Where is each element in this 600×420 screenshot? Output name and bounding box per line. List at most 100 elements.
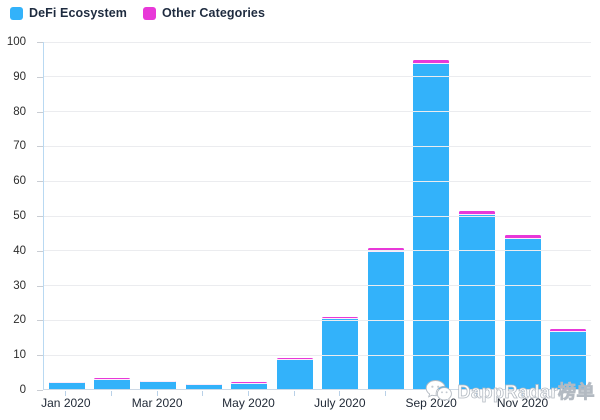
x-tick-6 bbox=[339, 391, 341, 396]
y-tick-90 bbox=[37, 76, 43, 78]
bar-segment-other-categories[interactable] bbox=[139, 381, 176, 383]
bar-segment-other-categories[interactable] bbox=[504, 235, 541, 240]
y-tick-label-30: 30 bbox=[13, 279, 26, 292]
y-tick-label-0: 0 bbox=[19, 384, 26, 396]
x-tick-slot bbox=[317, 391, 363, 396]
legend-label-other: Other Categories bbox=[161, 6, 266, 20]
bar-oct-2020[interactable] bbox=[458, 210, 495, 389]
x-tick-10 bbox=[522, 391, 524, 396]
x-tick-slot bbox=[134, 391, 180, 396]
x-tick-4 bbox=[248, 391, 250, 396]
bar-july-2020[interactable] bbox=[322, 317, 359, 389]
bar-slot-nov-2020 bbox=[500, 42, 546, 389]
bar-jan-2020[interactable] bbox=[48, 382, 85, 389]
legend-item-defi[interactable]: DeFi Ecosystem bbox=[10, 6, 127, 20]
bar-slot-may-2020 bbox=[226, 42, 272, 389]
y-tick-label-70: 70 bbox=[13, 140, 26, 153]
bar-segment-other-categories[interactable] bbox=[94, 377, 131, 380]
y-tick-label-80: 80 bbox=[13, 105, 26, 118]
bar-nov-2020[interactable] bbox=[504, 235, 541, 389]
x-tick-slot bbox=[271, 391, 317, 396]
bar-apr-2020[interactable] bbox=[185, 384, 222, 389]
bar-slot-jan-2020 bbox=[44, 42, 90, 389]
x-tick-slot bbox=[363, 391, 409, 396]
bar-feb-2020[interactable] bbox=[94, 377, 131, 389]
bar-dec-2020[interactable] bbox=[550, 328, 587, 389]
y-tick-label-40: 40 bbox=[13, 244, 26, 257]
bar-segment-defi-ecosystem[interactable] bbox=[458, 215, 495, 389]
bar-slot-dec-2020 bbox=[545, 42, 591, 389]
x-tick-slot bbox=[226, 391, 272, 396]
x-tick-11 bbox=[567, 391, 569, 396]
gridline-y-20 bbox=[44, 319, 591, 321]
bar-segment-other-categories[interactable] bbox=[322, 317, 359, 320]
bar-segment-defi-ecosystem[interactable] bbox=[322, 319, 359, 389]
y-tick-label-50: 50 bbox=[13, 210, 26, 222]
bar-segment-other-categories[interactable] bbox=[458, 210, 495, 215]
defi-legend-swatch bbox=[10, 6, 23, 20]
y-axis: 0 10 20 30 40 50 60 70 80 90 100 bbox=[0, 36, 36, 396]
gridline-y-70 bbox=[44, 145, 591, 147]
x-tick-label-sep-2020: Sep 2020 bbox=[405, 396, 457, 410]
bar-segment-other-categories[interactable] bbox=[550, 328, 587, 332]
gridline-y-30 bbox=[44, 285, 591, 287]
bar-slot-feb-2020 bbox=[90, 42, 136, 389]
bar-segment-defi-ecosystem[interactable] bbox=[94, 379, 131, 389]
bar-mar-2020[interactable] bbox=[139, 381, 176, 389]
bar-aug-2020[interactable] bbox=[367, 248, 404, 389]
gridline-y-50 bbox=[44, 215, 591, 217]
x-tick-5 bbox=[293, 391, 295, 396]
bar-segment-defi-ecosystem[interactable] bbox=[48, 383, 85, 389]
bar-segment-other-categories[interactable] bbox=[231, 381, 268, 385]
x-tick-slot bbox=[454, 391, 500, 396]
y-tick-label-20: 20 bbox=[13, 314, 26, 327]
legend-item-other[interactable]: Other Categories bbox=[142, 6, 266, 20]
bar-segment-other-categories[interactable] bbox=[185, 384, 222, 386]
x-tick-slot bbox=[89, 391, 135, 396]
bar-slot-apr-2020 bbox=[181, 42, 227, 389]
x-tick-1 bbox=[111, 391, 112, 396]
bar-sep-2020[interactable] bbox=[413, 60, 450, 389]
gridline-y-100 bbox=[44, 41, 591, 43]
y-tick-30 bbox=[37, 285, 43, 287]
gridline-y-60 bbox=[44, 180, 591, 182]
bar-slot-mar-2020 bbox=[135, 42, 181, 389]
x-tick-9 bbox=[476, 391, 478, 396]
y-tick-10 bbox=[37, 355, 43, 357]
x-tick-slot bbox=[500, 391, 546, 396]
plot-area bbox=[37, 41, 591, 391]
x-tick-label-mar-2020: Mar 2020 bbox=[131, 396, 183, 410]
y-tick-0 bbox=[37, 390, 43, 391]
y-tick-80 bbox=[37, 111, 43, 113]
bar-segment-defi-ecosystem[interactable] bbox=[231, 384, 268, 389]
bar-segment-other-categories[interactable] bbox=[48, 382, 85, 384]
gridline-y-10 bbox=[44, 354, 591, 356]
bar-segment-other-categories[interactable] bbox=[276, 358, 313, 361]
bar-segment-other-categories[interactable] bbox=[367, 248, 404, 252]
x-axis-ticks bbox=[43, 391, 591, 396]
bar-segment-defi-ecosystem[interactable] bbox=[504, 239, 541, 389]
x-tick-slot bbox=[43, 391, 89, 396]
bar-slot-oct-2020 bbox=[454, 42, 500, 389]
y-tick-60 bbox=[37, 181, 43, 183]
y-tick-20 bbox=[37, 320, 43, 322]
bar-segment-defi-ecosystem[interactable] bbox=[413, 64, 450, 389]
x-tick-0 bbox=[65, 391, 67, 396]
bar-may-2020[interactable] bbox=[231, 381, 268, 389]
bar-segment-defi-ecosystem[interactable] bbox=[550, 331, 587, 389]
gridline-y-40 bbox=[44, 250, 591, 252]
bar-segment-defi-ecosystem[interactable] bbox=[139, 382, 176, 389]
bar-segment-defi-ecosystem[interactable] bbox=[185, 385, 222, 389]
x-tick-slot bbox=[180, 391, 226, 396]
y-tick-100 bbox=[37, 42, 43, 43]
x-axis-labels: Jan 2020 Mar 2020 May 2020 July 2020 Sep 202… bbox=[41, 396, 591, 412]
bar-segment-other-categories[interactable] bbox=[413, 60, 450, 65]
bar-slot-july-2020 bbox=[317, 42, 363, 389]
other-legend-swatch bbox=[142, 6, 156, 20]
y-tick-50 bbox=[37, 216, 43, 217]
x-tick-label-july-2020: July 2020 bbox=[314, 396, 366, 410]
bar-segment-defi-ecosystem[interactable] bbox=[276, 360, 313, 389]
bar-slot-jun-2020 bbox=[272, 42, 318, 389]
gridline-y-80 bbox=[44, 111, 591, 113]
bar-jun-2020[interactable] bbox=[276, 358, 313, 389]
